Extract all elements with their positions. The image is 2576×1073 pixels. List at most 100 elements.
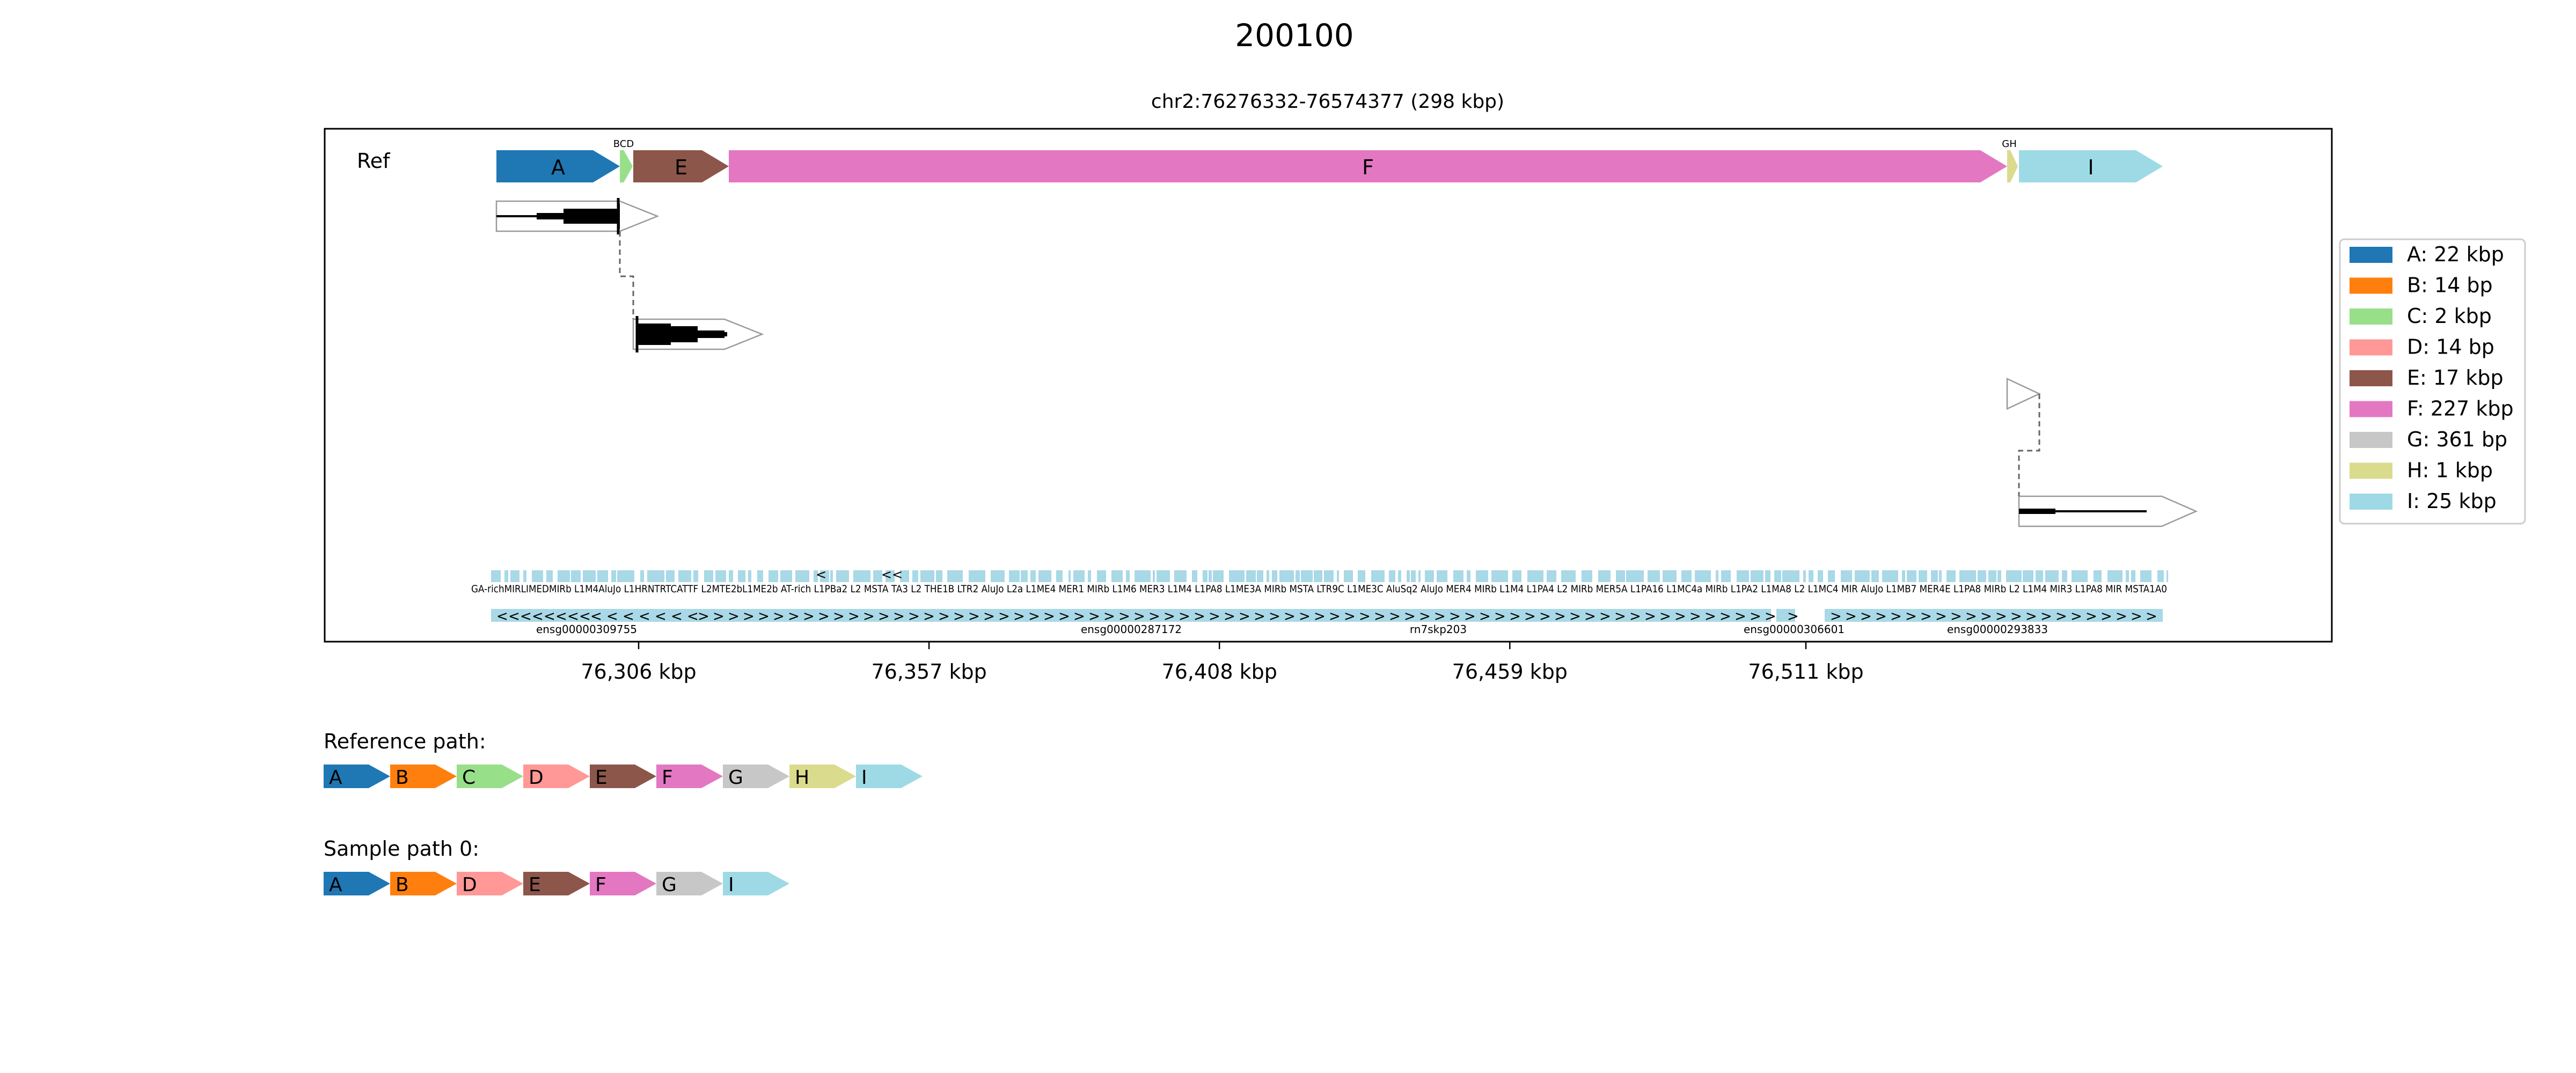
gene-strand-glyph: > <box>2131 608 2142 624</box>
gene-strand-glyph: < <box>532 608 544 624</box>
gene-strand-glyph: > <box>1644 608 1656 624</box>
alignment-link <box>619 231 634 319</box>
gene-strand-glyph: > <box>2116 608 2127 624</box>
gene-strand-glyph: > <box>743 608 755 624</box>
repeat-element <box>2045 570 2059 582</box>
repeat-element <box>1301 570 1313 582</box>
gene-strand-glyph: > <box>1659 608 1671 624</box>
repeat-element <box>523 570 526 582</box>
repeat-element <box>2140 570 2151 582</box>
gene-strand-glyph: < <box>606 608 618 624</box>
repeat-element <box>1841 570 1852 582</box>
gene-strand-glyph: > <box>848 608 860 624</box>
gene-strand-glyph: > <box>1464 608 1476 624</box>
gene-track: < < < < < < < < < < < < < < <> > > > > > > > > > > > > > > > > > > > > > > > >… <box>491 608 2163 636</box>
repeat-element <box>1809 570 1813 582</box>
region-subtitle: chr2:76276332-76574377 (298 kbp) <box>1151 91 1504 113</box>
path-segment-label: G <box>662 874 677 896</box>
gene-strand-glyph: > <box>773 608 785 624</box>
gene-strand-glyph: > <box>2010 608 2022 624</box>
repeat-element <box>1716 570 1718 582</box>
alignment-block <box>2006 378 2041 410</box>
repeat-element <box>1192 570 1197 582</box>
path-segment-label: D <box>529 767 544 789</box>
ref-segment-h <box>2007 150 2018 182</box>
repeat-element <box>1398 570 1401 582</box>
repeat-element <box>1174 570 1187 582</box>
repeat-element <box>947 570 963 582</box>
figure-title: 200100 <box>1235 17 1353 54</box>
gene-strand-glyph: > <box>1765 608 1776 624</box>
gene-strand-glyph: < <box>520 608 532 624</box>
path-segment-label: E <box>595 767 608 789</box>
gene-strand-glyph: > <box>1875 608 1887 624</box>
gene-strand-glyph: > <box>1599 608 1611 624</box>
repeat-element <box>991 570 1005 582</box>
repeat-element <box>1324 570 1334 582</box>
repeat-element <box>729 570 733 582</box>
gene-strand-glyph: > <box>1058 608 1070 624</box>
gene-strand-glyph: > <box>788 608 800 624</box>
repeat-element <box>1803 570 1806 582</box>
gene-strand-glyph: > <box>1043 608 1055 624</box>
path-segment-label: G <box>728 767 743 789</box>
repeat-element <box>738 570 745 582</box>
gene-strand-glyph: > <box>728 608 740 624</box>
repeat-element <box>1582 570 1592 582</box>
ref-segment-label-i: I <box>2088 156 2094 179</box>
alignment-block <box>2018 495 2198 527</box>
repeat-element <box>2131 570 2135 582</box>
repeat-element <box>2036 570 2043 582</box>
path-segment-label: B <box>396 767 409 789</box>
gene-strand-glyph: > <box>1374 608 1386 624</box>
repeat-element <box>647 570 664 582</box>
path-segment-e <box>523 872 590 895</box>
gene-strand-glyph: > <box>713 608 724 624</box>
repeat-element <box>757 570 763 582</box>
path-segment-label: B <box>396 874 409 896</box>
gene-strand-glyph: > <box>968 608 980 624</box>
gene-strand-glyph: > <box>1419 608 1431 624</box>
gene-strand-glyph: > <box>1254 608 1265 624</box>
repeat-element <box>2062 570 2067 582</box>
gene-strand-glyph: > <box>1830 608 1842 624</box>
repeat-element <box>1453 570 1463 582</box>
repeat-element <box>1626 570 1644 582</box>
gene-strand-glyph: > <box>1569 608 1581 624</box>
repeat-element <box>1467 570 1470 582</box>
sample-path-label: Sample path 0: <box>324 837 479 861</box>
gene-strand-glyph: > <box>1344 608 1356 624</box>
gene-strand-glyph: > <box>1719 608 1731 624</box>
repeat-element <box>2157 570 2164 582</box>
gene-strand-glyph: > <box>1704 608 1716 624</box>
gene-strand-glyph: > <box>1088 608 1100 624</box>
repeat-element <box>1765 570 1770 582</box>
repeat-element <box>1978 570 1986 582</box>
repeat-element <box>1902 570 1905 582</box>
repeat-element <box>617 570 634 582</box>
repeat-element <box>1272 570 1277 582</box>
path-segment-label: C <box>462 767 475 789</box>
gene-strand-glyph: < <box>496 608 508 624</box>
repeat-element <box>920 570 934 582</box>
alignment-link <box>2018 394 2040 496</box>
gene-label: ensg00000306601 <box>1744 623 1845 636</box>
repeat-element <box>1257 570 1263 582</box>
gene-strand-glyph: > <box>1509 608 1521 624</box>
repeat-element <box>769 570 778 582</box>
gene-strand-glyph: > <box>1103 608 1115 624</box>
plot-frame <box>324 128 2333 643</box>
gene-strand-glyph: > <box>1584 608 1596 624</box>
gene-strand-glyph: > <box>2025 608 2037 624</box>
path-segment-label: E <box>529 874 541 896</box>
repeat-element <box>1855 570 1870 582</box>
repeat-element <box>2023 570 2033 582</box>
gene-body <box>491 609 1771 622</box>
repeat-strand-glyph: << <box>881 567 903 582</box>
legend-swatch-d <box>2350 339 2392 356</box>
gene-strand-glyph: > <box>1389 608 1401 624</box>
gene-strand-glyph: > <box>1013 608 1025 624</box>
gene-label: ensg00000309755 <box>536 623 637 636</box>
repeat-element <box>1418 570 1421 582</box>
